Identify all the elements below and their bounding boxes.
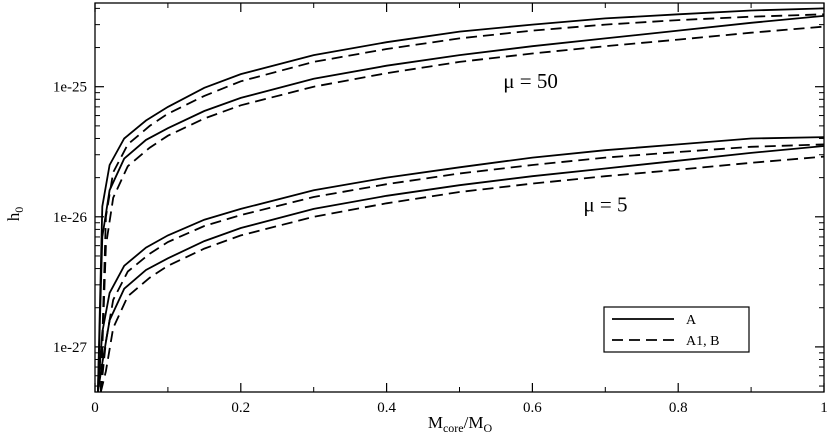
x-tick-label: 0.6 <box>523 400 542 416</box>
x-tick-label: 0.4 <box>377 400 396 416</box>
x-axis-label-mid: /M <box>464 413 484 432</box>
x-axis-label: Mcore/MO <box>428 413 493 435</box>
legend-box <box>603 306 750 353</box>
series-line-dashed-3 <box>99 25 824 392</box>
x-tick-label: 0.2 <box>231 400 250 416</box>
y-tick-labels: 1e-27 1e-26 1e-25 <box>53 80 88 356</box>
y-tick-label: 1e-27 <box>53 340 88 356</box>
legend: A A1, B <box>603 306 750 353</box>
y-axis-label-sub: 0 <box>12 207 26 213</box>
y-tick-label: 1e-26 <box>53 210 88 226</box>
annotation-mu-1: μ = 5 <box>583 192 627 216</box>
series-line-dashed-1 <box>99 13 824 392</box>
series-line-solid-4 <box>97 136 824 392</box>
series-line-solid-0 <box>97 7 824 392</box>
series-line-dashed-7 <box>99 155 824 392</box>
plot-frame <box>94 2 825 393</box>
y-axis-label: h0 <box>4 207 26 222</box>
series-line-solid-6 <box>97 145 824 392</box>
x-axis-label-sub-o: O <box>483 421 492 435</box>
series-layer <box>97 7 824 392</box>
legend-label-a: A <box>686 313 697 328</box>
annotation-mu-0: μ = 50 <box>503 69 558 93</box>
series-line-solid-2 <box>97 15 824 392</box>
x-axis-label-main: M <box>428 413 443 432</box>
x-tick-labels: 0 0.2 0.4 0.6 0.8 1 <box>91 400 828 416</box>
x-axis-label-sub-core: core <box>443 421 464 435</box>
y-axis-label-main: h <box>4 212 23 221</box>
annotations: μ = 50 μ = 5 <box>503 69 627 217</box>
series-line-dashed-5 <box>99 143 824 392</box>
x-tick-label: 0.8 <box>669 400 688 416</box>
x-tick-label: 1 <box>820 400 828 416</box>
y-tick-label: 1e-25 <box>53 80 87 96</box>
x-tick-label: 0 <box>91 400 99 416</box>
legend-label-a1-b: A1, B <box>686 334 719 349</box>
